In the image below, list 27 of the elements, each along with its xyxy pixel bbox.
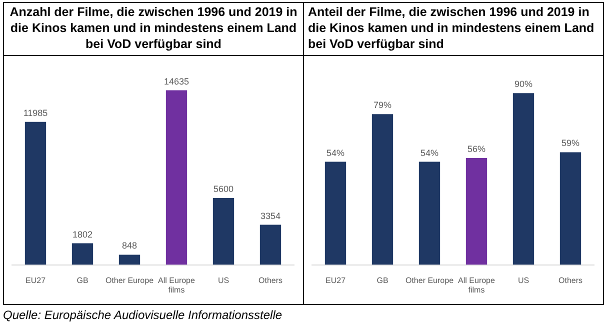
data-label: 14635 (164, 76, 190, 86)
x-tick-label: US (218, 276, 230, 285)
x-tick-label: Others (558, 276, 583, 285)
x-tick-label: GB (376, 276, 388, 285)
data-label: 54% (420, 148, 439, 158)
data-label: 90% (514, 79, 533, 90)
x-tick-label: Other Europe (405, 276, 454, 285)
x-tick-label: Others (258, 276, 283, 285)
x-tick-label: GB (76, 276, 88, 285)
x-tick-label: EU27 (325, 276, 346, 285)
data-label: 848 (122, 240, 138, 251)
data-label: 59% (561, 138, 580, 148)
data-label: 5600 (213, 184, 234, 194)
x-tick-label: EU27 (25, 276, 46, 285)
x-tick-label: US (518, 276, 530, 285)
x-tick-label: All Europe films (158, 276, 196, 294)
chart-title: Anzahl der Filme, die zwischen 1996 und 2019 in die Kinos kamen und in mindestens einem Land bei VoD verfügbar sind (4, 3, 303, 56)
chart-title: Anteil der Filme, die zwischen 1996 und 2019 in die Kinos kamen und in mindestens einem Land bei VoD verfügbar sind (304, 3, 603, 56)
data-label: 1802 (72, 229, 93, 240)
data-label: 11985 (23, 108, 48, 118)
x-tick-label: Other Europe (105, 276, 154, 285)
data-label: 54% (326, 148, 345, 158)
x-tick-label: All Europe films (458, 276, 496, 294)
data-label: 79% (373, 100, 392, 110)
data-label: 3354 (260, 210, 281, 221)
source-note: Quelle: Europäische Audiovisuelle Informationsstelle (3, 308, 284, 322)
data-label: 56% (467, 144, 486, 154)
